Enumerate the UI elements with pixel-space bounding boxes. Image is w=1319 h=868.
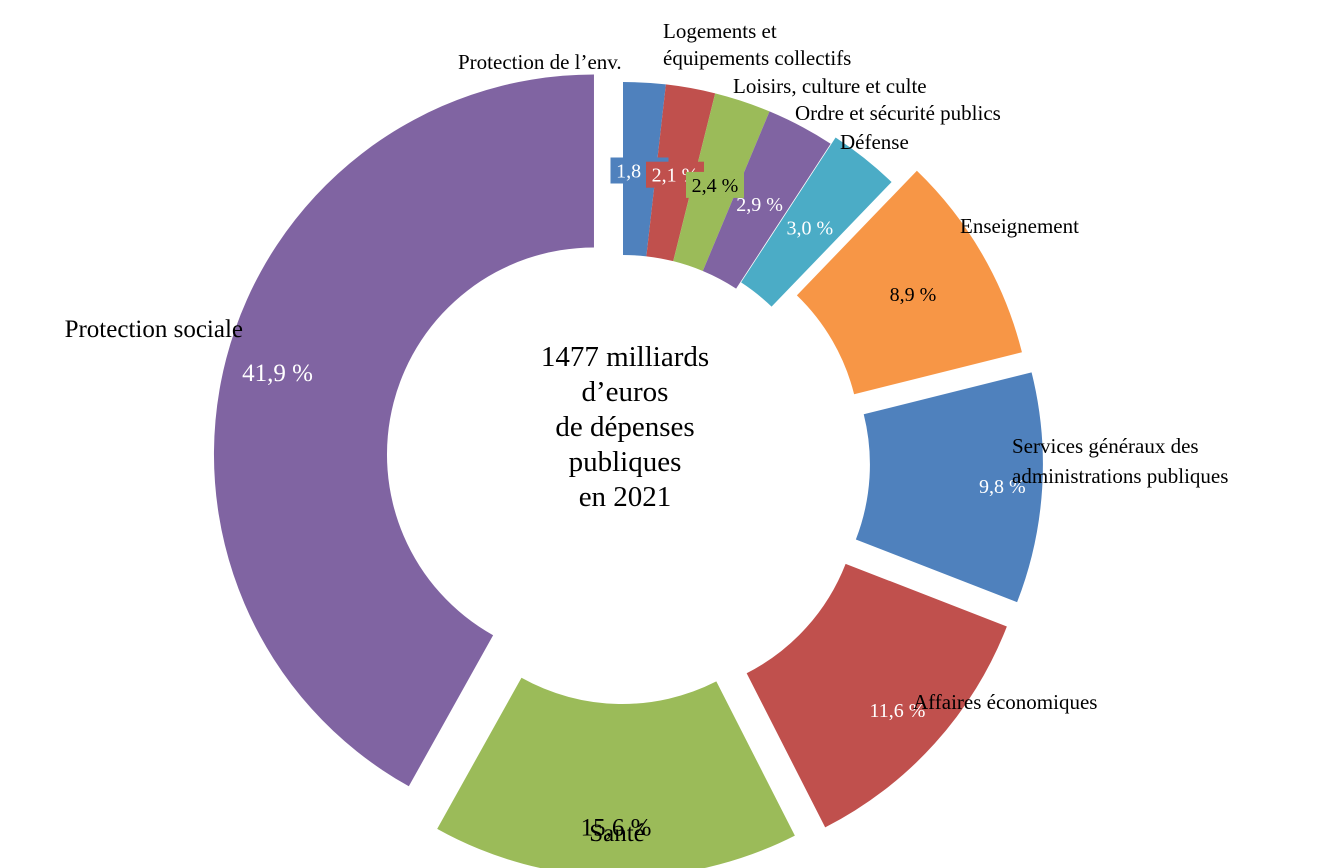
slice-ordre-et-securite-publics [702,111,831,289]
category-label-defense: Défense [840,130,909,154]
slice-sante [437,677,795,868]
value-label-text: 2,4 % [692,175,739,197]
value-label-text: 3,0 % [786,217,833,239]
value-label-protection-sociale: 41,9 % [242,360,313,387]
category-labels-layer: Protection de l’env. Logements et équipeme… [65,19,1229,847]
category-label-services-generaux-des-administrations-publiques: Services généraux des administrations pub… [1012,434,1228,488]
value-labels-layer: 1,8 %2,1 %2,4 %2,9 %3,0 %8,9 %9,8 %11,6 … [242,157,1026,842]
category-label-affaires-economiques: Affaires économiques [913,690,1097,714]
value-label-services-generaux-des-administrations-publiques: 9,8 % [979,476,1026,498]
value-label-sante: 15,6 % [581,815,652,842]
center-text-line-5: en 2021 [578,481,672,513]
center-text-line-3: de dépenses [555,411,695,443]
category-label-protection-de-l-env: Protection de l’env. [458,50,622,74]
value-label-ordre-et-securite-publics: 2,9 % [736,194,783,216]
category-label-protection-sociale: Protection sociale [65,316,243,343]
slice-protection-sociale [213,74,594,787]
value-label-text: 11,6 % [869,700,925,722]
slice-defense [741,137,892,307]
category-label-loisirs-culture-et-culte: Loisirs, culture et culte [733,74,927,98]
slices-layer [213,74,1043,868]
value-label-defense: 3,0 % [786,217,833,239]
value-label-text: 8,9 % [890,284,937,306]
category-label-sante: Santé [589,820,645,847]
center-text-line-2: d’euros [581,376,669,408]
center-text-line-4: publiques [568,446,682,478]
category-label-enseignement: Enseignement [960,214,1079,238]
category-label-logements-et-equipements-collectifs: Logements et équipements collectifs [663,19,851,70]
value-label-loisirs-culture-et-culte: 2,4 % [686,171,744,198]
value-label-text: 9,8 % [979,476,1026,498]
value-label-enseignement: 8,9 % [890,284,937,306]
slice-affaires-economiques [746,563,1007,828]
category-label-ordre-et-securite-publics: Ordre et sécurité publics [795,101,1001,125]
slice-enseignement [796,170,1022,395]
value-label-text: 41,9 % [242,360,313,387]
slice-services-generaux-des-administrations-publiques [855,372,1043,603]
value-label-box [686,171,744,198]
center-text-line-1: 1477 milliards [540,341,710,373]
value-label-text: 2,9 % [736,194,783,216]
center-text: 1477 milliards d’euros de dépenses publi… [500,340,750,515]
value-label-affaires-economiques: 11,6 % [869,700,925,722]
value-label-text: 15,6 % [581,815,652,842]
